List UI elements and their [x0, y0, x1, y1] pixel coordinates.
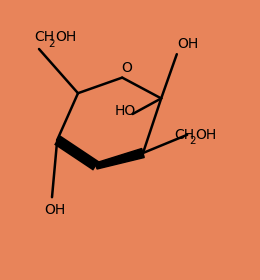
Text: OH: OH [196, 128, 217, 142]
Text: HO: HO [114, 104, 136, 118]
Text: CH: CH [174, 128, 194, 142]
Text: 2: 2 [49, 39, 55, 49]
Text: O: O [121, 62, 132, 76]
Text: OH: OH [55, 30, 76, 44]
Text: OH: OH [177, 37, 198, 51]
Text: 2: 2 [189, 136, 196, 146]
Text: CH: CH [34, 30, 54, 44]
Text: OH: OH [44, 203, 66, 217]
Polygon shape [95, 148, 144, 169]
